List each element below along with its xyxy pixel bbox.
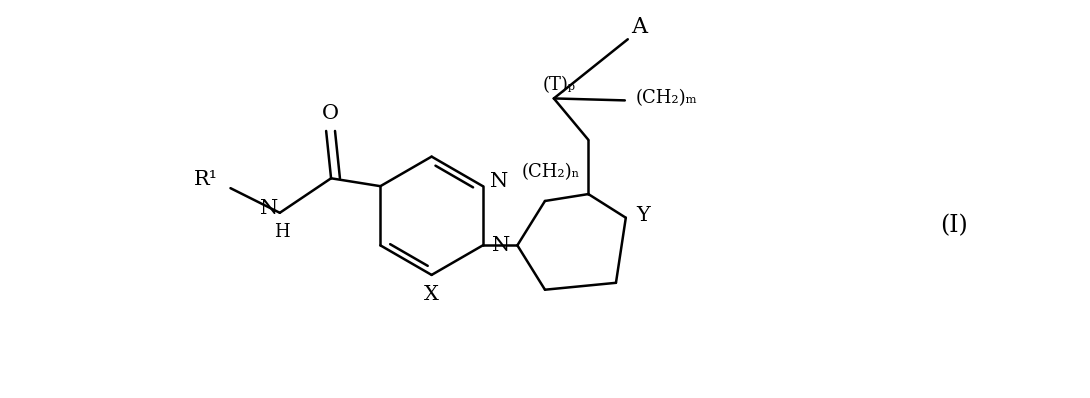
Text: (T)ₚ: (T)ₚ xyxy=(542,76,576,94)
Text: O: O xyxy=(322,104,339,123)
Text: Y: Y xyxy=(637,206,651,225)
Text: N: N xyxy=(493,236,511,255)
Text: (I): (I) xyxy=(941,214,968,237)
Text: X: X xyxy=(424,285,439,304)
Text: N: N xyxy=(490,172,509,191)
Text: R¹: R¹ xyxy=(194,170,218,189)
Text: N: N xyxy=(259,199,278,219)
Text: H: H xyxy=(274,222,290,240)
Text: (CH₂)ₙ: (CH₂)ₙ xyxy=(522,163,580,181)
Text: A: A xyxy=(631,16,647,39)
Text: (CH₂)ₘ: (CH₂)ₘ xyxy=(635,90,698,107)
